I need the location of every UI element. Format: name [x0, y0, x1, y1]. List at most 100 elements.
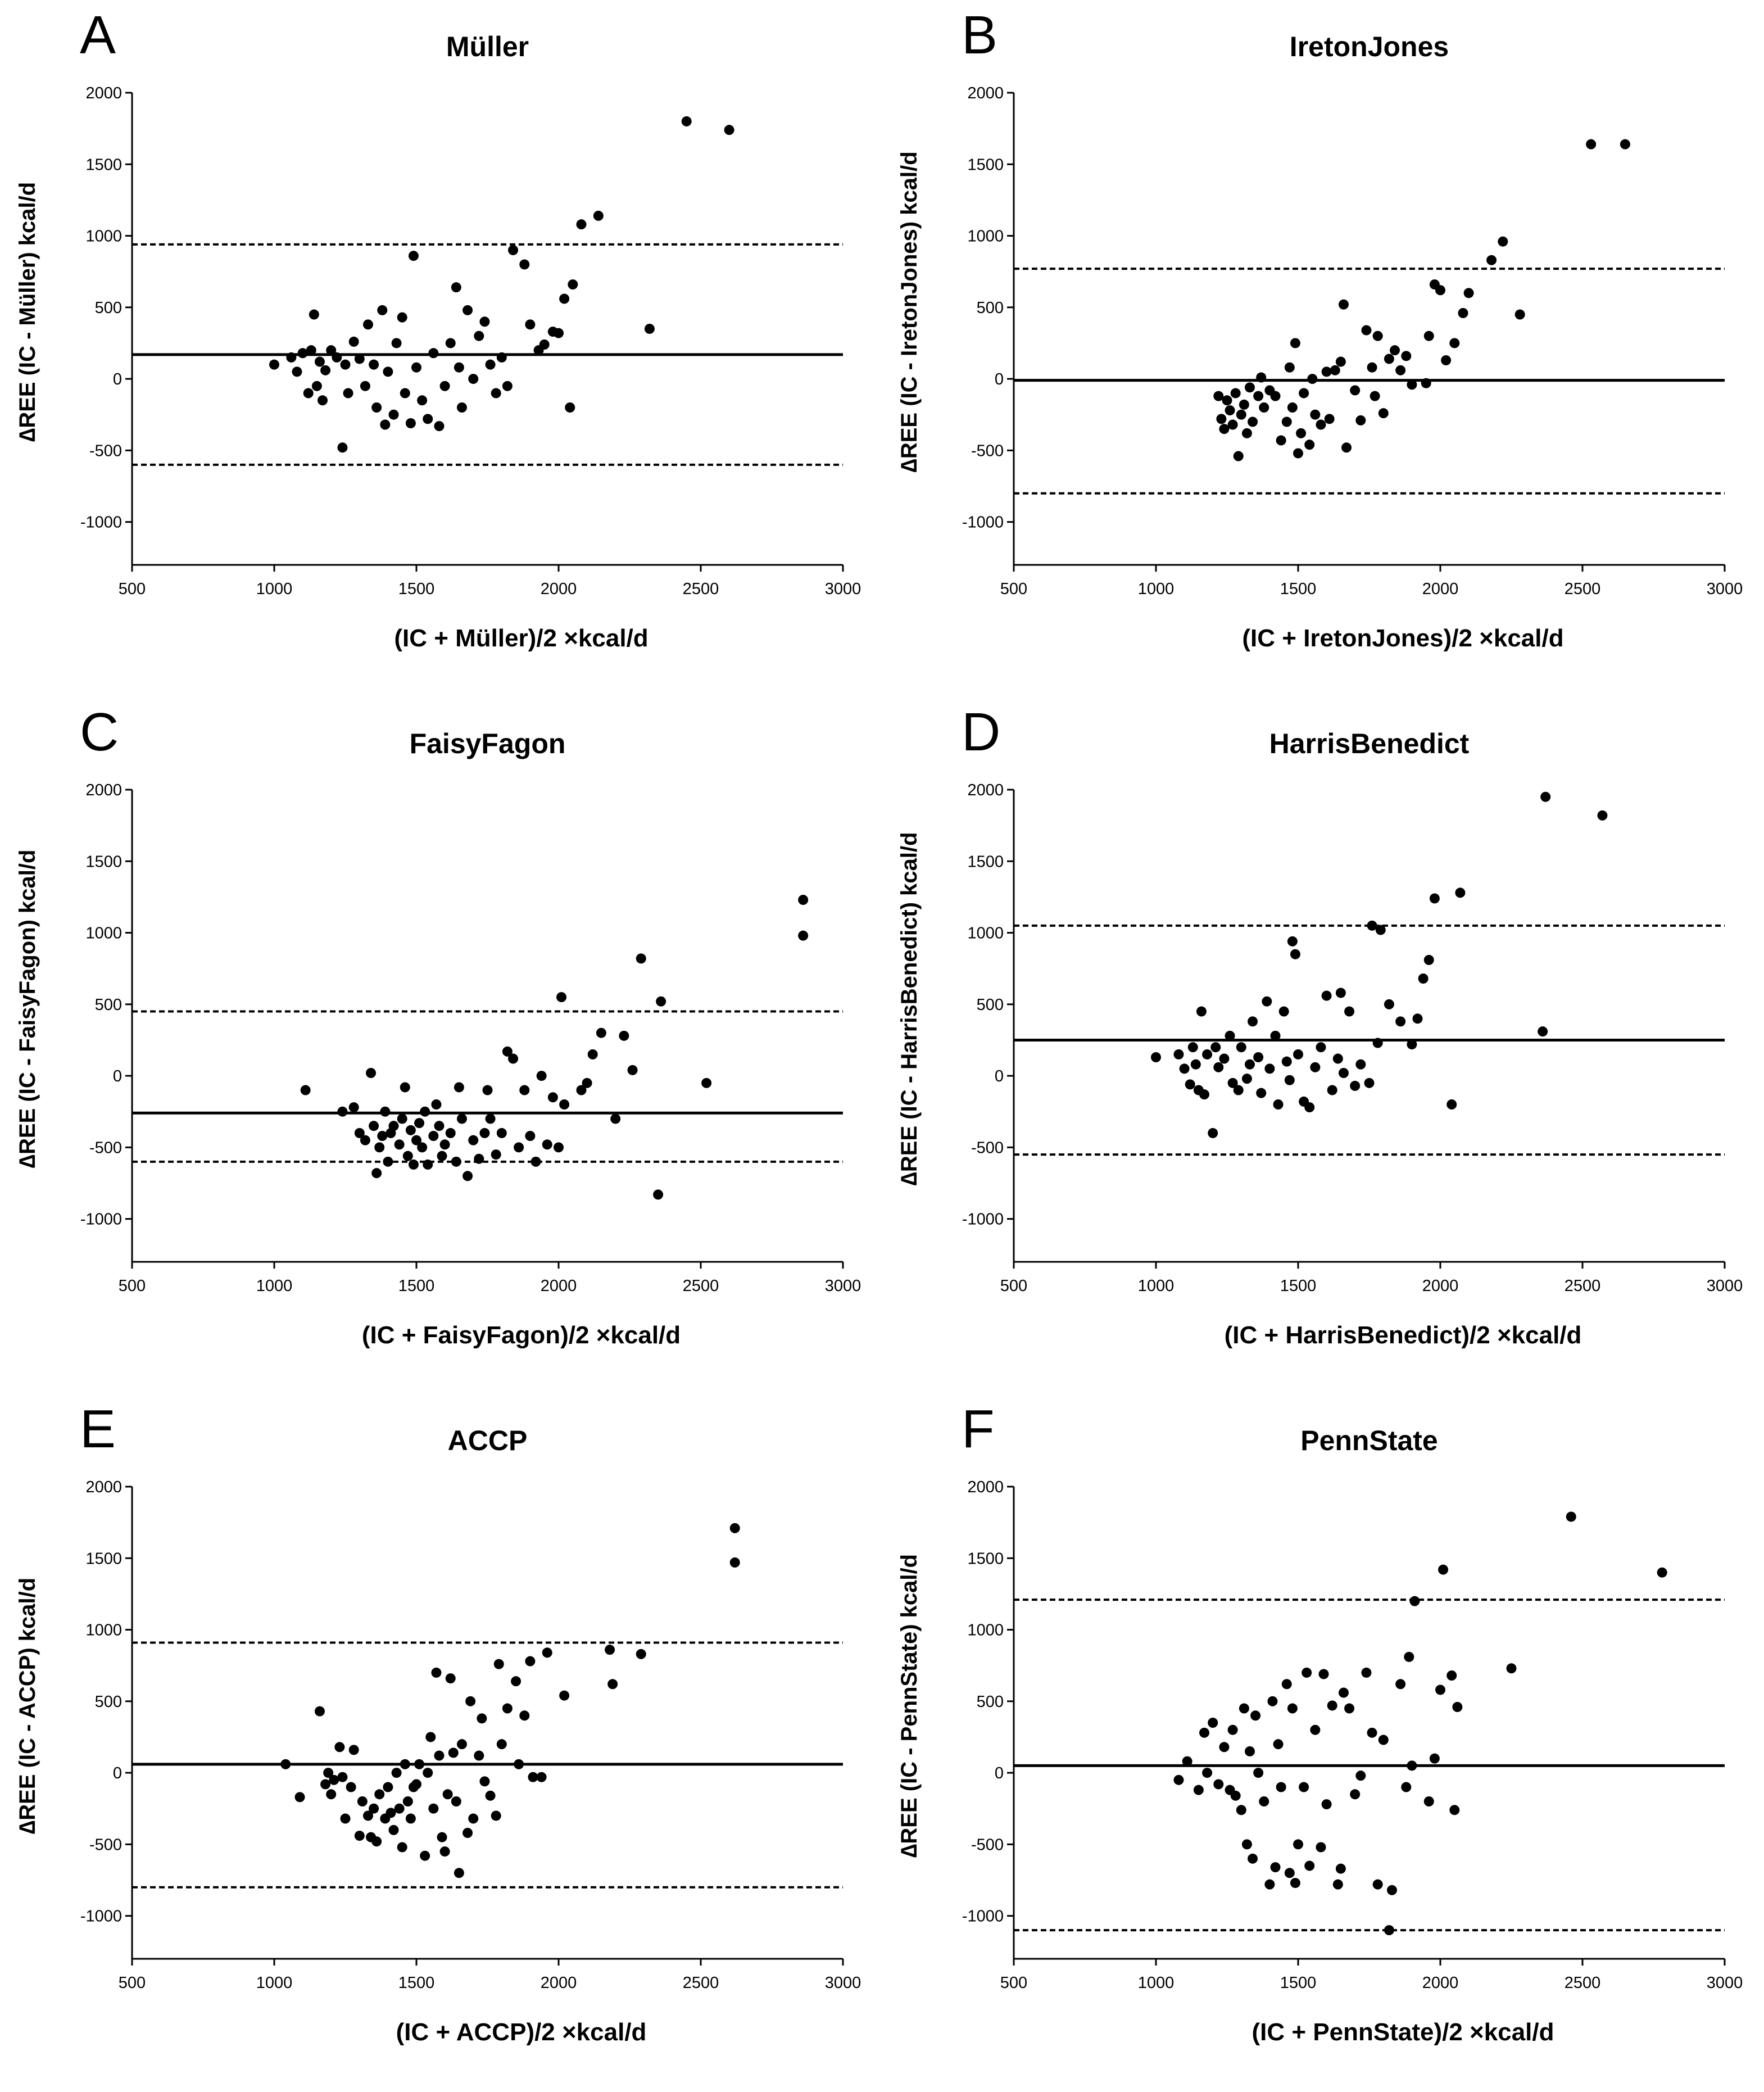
chart-svg: A Müller 2000 1500 1000 500 0 -500 -1000 500 1000 1… — [15, 5, 861, 652]
data-point — [1210, 1042, 1221, 1053]
data-point — [1327, 1700, 1337, 1711]
chart-svg: C FaisyFagon 2000 1500 1000 500 0 -500 -1000 500 1… — [15, 702, 861, 1349]
data-point — [1185, 1079, 1195, 1090]
data-point — [1338, 299, 1349, 310]
y-tick-label: -500 — [89, 442, 122, 460]
data-point — [1310, 1724, 1321, 1735]
data-point — [1332, 1053, 1343, 1064]
data-point — [1452, 1702, 1463, 1712]
data-point — [1449, 1805, 1460, 1815]
data-point — [394, 1803, 405, 1814]
data-point — [442, 1789, 453, 1800]
data-point — [1244, 1059, 1255, 1070]
data-point — [1335, 356, 1346, 367]
chart-title: IretonJones — [1290, 31, 1449, 62]
data-point — [1193, 1785, 1204, 1795]
data-point — [1236, 1805, 1246, 1815]
x-tick-label: 2500 — [1565, 1974, 1601, 1992]
data-point — [297, 348, 308, 359]
data-point — [462, 1171, 473, 1181]
y-tick-label: 2000 — [967, 84, 1004, 102]
data-point — [568, 279, 578, 290]
data-point — [374, 1789, 385, 1800]
data-point — [369, 359, 379, 370]
data-point — [1233, 1085, 1244, 1095]
data-point — [474, 1750, 484, 1761]
data-point — [329, 1774, 339, 1785]
data-point — [1404, 1651, 1414, 1662]
chart-title: FaisyFagon — [410, 728, 566, 759]
x-tick-label: 1500 — [398, 1974, 435, 1992]
data-point — [337, 442, 348, 453]
data-point — [1395, 1016, 1406, 1027]
data-point — [1429, 1753, 1440, 1764]
data-point — [369, 1121, 379, 1131]
data-point — [1287, 402, 1298, 413]
data-point — [314, 1706, 325, 1717]
data-point — [1287, 936, 1298, 947]
data-point — [1401, 351, 1412, 361]
data-point — [1350, 1789, 1361, 1800]
panel-label: A — [80, 5, 116, 65]
data-point — [465, 1696, 476, 1706]
chart-title: Müller — [446, 31, 529, 62]
data-point — [1281, 416, 1292, 427]
data-point — [360, 381, 370, 391]
data-point — [451, 282, 461, 293]
data-point — [417, 395, 428, 406]
data-point — [1244, 1746, 1255, 1756]
data-point — [405, 1813, 416, 1824]
data-point — [408, 251, 419, 261]
data-point — [380, 1106, 391, 1117]
data-point — [701, 1077, 712, 1088]
data-point — [724, 125, 734, 135]
data-point — [1233, 451, 1244, 461]
data-point — [1446, 1099, 1457, 1110]
data-point — [405, 418, 416, 428]
data-point — [456, 1113, 467, 1124]
data-point — [502, 1046, 513, 1057]
x-tick-label: 500 — [119, 1277, 146, 1295]
data-point — [554, 1142, 564, 1153]
data-point — [320, 1779, 331, 1790]
data-point — [326, 345, 337, 356]
data-point — [1344, 1703, 1355, 1714]
data-point — [1299, 388, 1309, 399]
data-point — [1216, 414, 1227, 424]
data-point — [1173, 1049, 1184, 1059]
data-point — [286, 352, 297, 363]
data-point — [1187, 1042, 1198, 1053]
data-point — [1423, 954, 1434, 965]
data-point — [681, 116, 692, 126]
y-tick-label: 1500 — [967, 853, 1004, 871]
data-point — [491, 1810, 501, 1821]
data-point — [332, 352, 342, 363]
data-point — [482, 1085, 493, 1095]
data-point — [644, 324, 655, 334]
data-point — [408, 1159, 419, 1170]
x-tick-label: 2500 — [683, 1974, 719, 1992]
data-point — [1384, 1925, 1394, 1936]
data-point — [269, 359, 279, 370]
data-point — [519, 1085, 530, 1095]
x-tick-label: 3000 — [825, 580, 861, 598]
data-point — [1262, 996, 1272, 1007]
x-tick-label: 1000 — [256, 1277, 293, 1295]
data-point — [1290, 949, 1300, 959]
y-tick-label: 0 — [995, 370, 1004, 388]
data-point — [1284, 1868, 1295, 1878]
y-tick-label: 2000 — [967, 781, 1004, 799]
x-tick-label: 2500 — [683, 1277, 719, 1295]
data-point — [1250, 1710, 1261, 1721]
data-point — [411, 1135, 421, 1145]
data-point — [1256, 1088, 1267, 1098]
data-point — [400, 1082, 410, 1093]
x-axis-label: (IC + ACCP)/2 ×kcal/d — [396, 2018, 647, 2046]
x-tick-label: 500 — [119, 580, 146, 598]
data-point — [1338, 1687, 1349, 1698]
data-point — [1230, 1790, 1241, 1801]
x-axis-label: (IC + IretonJones)/2 ×kcal/d — [1242, 624, 1563, 652]
data-point — [1375, 925, 1386, 935]
data-point — [582, 1077, 592, 1088]
data-point — [394, 1139, 405, 1150]
